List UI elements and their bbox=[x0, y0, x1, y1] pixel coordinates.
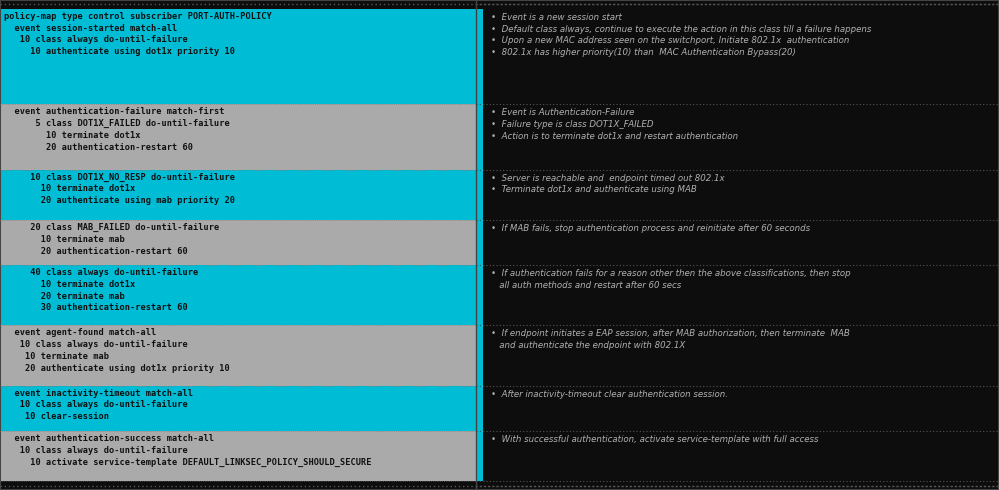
Text: •  Server is reachable and  endpoint timed out 802.1x
•  Terminate dot1x and aut: • Server is reachable and endpoint timed… bbox=[491, 173, 724, 195]
Bar bbox=[0, 386, 476, 431]
Bar bbox=[476, 265, 999, 325]
Bar bbox=[476, 9, 999, 104]
Bar bbox=[476, 220, 999, 265]
Bar bbox=[0, 170, 476, 220]
Text: •  If authentication fails for a reason other then the above classifications, th: • If authentication fails for a reason o… bbox=[491, 269, 850, 290]
Bar bbox=[476, 220, 483, 265]
Bar bbox=[0, 220, 476, 265]
Bar bbox=[476, 325, 999, 386]
Bar bbox=[476, 386, 483, 431]
Text: event authentication-success match-all
   10 class always do-until-failure
     : event authentication-success match-all 1… bbox=[4, 434, 372, 466]
Bar bbox=[476, 325, 483, 386]
Text: policy-map type control subscriber PORT-AUTH-POLICY
  event session-started matc: policy-map type control subscriber PORT-… bbox=[4, 12, 272, 56]
Text: 20 class MAB_FAILED do-until-failure
       10 terminate mab
       20 authentic: 20 class MAB_FAILED do-until-failure 10 … bbox=[4, 223, 219, 255]
Bar bbox=[0, 265, 476, 325]
Bar bbox=[476, 481, 999, 490]
Text: •  After inactivity-timeout clear authentication session.: • After inactivity-timeout clear authent… bbox=[491, 390, 727, 399]
Bar bbox=[476, 431, 483, 481]
Bar bbox=[476, 0, 999, 9]
Text: event authentication-failure match-first
      5 class DOT1X_FAILED do-until-fai: event authentication-failure match-first… bbox=[4, 107, 230, 152]
Text: 40 class always do-until-failure
       10 terminate dot1x
       20 terminate m: 40 class always do-until-failure 10 term… bbox=[4, 268, 198, 313]
Bar bbox=[0, 9, 476, 104]
Text: event agent-found match-all
   10 class always do-until-failure
    10 terminate: event agent-found match-all 10 class alw… bbox=[4, 328, 230, 373]
Bar bbox=[476, 104, 483, 170]
Bar bbox=[476, 265, 483, 325]
Text: event inactivity-timeout match-all
   10 class always do-until-failure
    10 cl: event inactivity-timeout match-all 10 cl… bbox=[4, 389, 193, 421]
Text: •  Event is a new session start
•  Default class always, continue to execute the: • Event is a new session start • Default… bbox=[491, 13, 871, 57]
Bar bbox=[0, 431, 476, 481]
Text: •  Event is Authentication-Failure
•  Failure type is class DOT1X_FAILED
•  Acti: • Event is Authentication-Failure • Fail… bbox=[491, 108, 737, 141]
Text: 10 class DOT1X_NO_RESP do-until-failure
       10 terminate dot1x
       20 auth: 10 class DOT1X_NO_RESP do-until-failure … bbox=[4, 172, 235, 205]
Text: •  If endpoint initiates a EAP session, after MAB authorization, then terminate : • If endpoint initiates a EAP session, a… bbox=[491, 329, 849, 350]
Bar bbox=[476, 431, 999, 481]
Bar bbox=[476, 170, 999, 220]
Bar bbox=[0, 104, 476, 170]
Bar bbox=[476, 104, 999, 170]
Text: •  If MAB fails, stop authentication process and reinitiate after 60 seconds: • If MAB fails, stop authentication proc… bbox=[491, 224, 809, 233]
Bar bbox=[476, 386, 999, 431]
Bar bbox=[476, 170, 483, 220]
Text: •  With successful authentication, activate service-template with full access: • With successful authentication, activa… bbox=[491, 435, 818, 444]
Bar bbox=[0, 325, 476, 386]
Bar bbox=[476, 9, 483, 104]
